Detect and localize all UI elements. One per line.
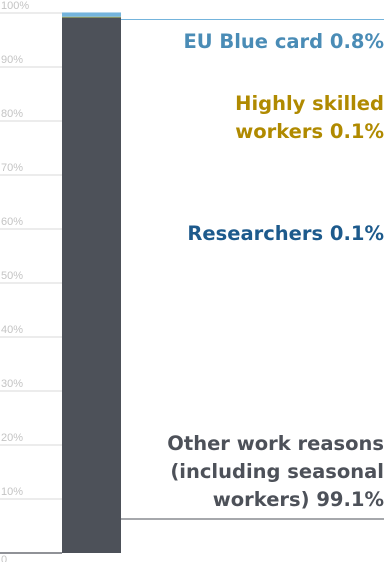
label-other-line-2: workers) 99.1% xyxy=(213,488,384,511)
y-tick-label-90: 90% xyxy=(1,54,23,66)
y-tick-label-100: 100% xyxy=(1,0,29,12)
label-researchers: Researchers 0.1% xyxy=(187,222,384,245)
label-other-line-0: Other work reasons xyxy=(167,432,384,455)
grid-lines xyxy=(0,12,62,554)
bar-segment-highly-skilled xyxy=(62,16,121,18)
y-tick-label-10: 10% xyxy=(1,486,23,498)
label-highly-skilled-line-0: Highly skilled xyxy=(235,92,384,115)
label-highly-skilled-line-1: workers 0.1% xyxy=(235,120,384,143)
label-other-line-1: (including seasonal xyxy=(170,460,384,483)
y-tick-label-20: 20% xyxy=(1,432,23,444)
label-researchers-line-0: Researchers 0.1% xyxy=(187,222,384,245)
y-tick-label-0: 0 xyxy=(1,554,7,562)
y-tick-label-70: 70% xyxy=(1,162,23,174)
label-eu-blue-card: EU Blue card 0.8% xyxy=(183,30,384,53)
bar-segment-other xyxy=(62,17,121,554)
y-tick-label-60: 60% xyxy=(1,216,23,228)
y-axis: 0 10% 20% 30% 40% 50% 60% 70% 80% 90% 100% xyxy=(1,0,29,562)
category-labels: Other work reasons (including seasonal wor… xyxy=(167,30,384,511)
label-other: Other work reasons (including seasonal wor… xyxy=(167,432,384,511)
bar-segments xyxy=(62,12,121,554)
y-tick-label-30: 30% xyxy=(1,378,23,390)
y-tick-label-50: 50% xyxy=(1,270,23,282)
leader-lines xyxy=(121,18,384,520)
y-tick-label-80: 80% xyxy=(1,108,23,120)
label-eu-blue-card-line-0: EU Blue card 0.8% xyxy=(183,30,384,53)
y-tick-label-40: 40% xyxy=(1,324,23,336)
bar-segment-eu-blue-card xyxy=(62,12,121,17)
bar-segment-researchers xyxy=(62,17,121,18)
label-highly-skilled: Highly skilled workers 0.1% xyxy=(235,92,384,143)
